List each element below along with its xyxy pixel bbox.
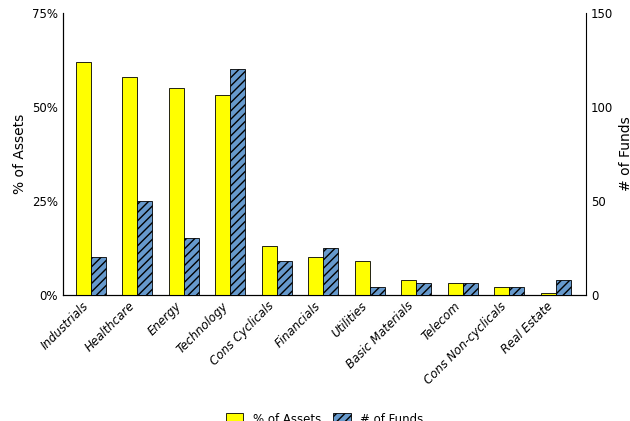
- Bar: [91, 257, 106, 295]
- Y-axis label: % of Assets: % of Assets: [13, 114, 26, 194]
- Bar: [262, 246, 277, 295]
- Bar: [277, 261, 292, 295]
- Bar: [137, 201, 152, 295]
- Bar: [370, 287, 385, 295]
- Bar: [448, 283, 462, 295]
- Bar: [556, 280, 571, 295]
- Bar: [184, 238, 198, 295]
- Bar: [323, 248, 338, 295]
- Bar: [541, 293, 556, 295]
- Bar: [309, 257, 323, 295]
- Bar: [76, 61, 91, 295]
- Bar: [215, 96, 231, 295]
- Bar: [495, 287, 509, 295]
- Bar: [355, 261, 370, 295]
- Y-axis label: # of Funds: # of Funds: [619, 116, 630, 191]
- Bar: [169, 88, 184, 295]
- Bar: [401, 280, 416, 295]
- Bar: [462, 283, 478, 295]
- Bar: [231, 69, 245, 295]
- Legend: % of Assets, # of Funds: % of Assets, # of Funds: [221, 408, 428, 421]
- Bar: [122, 77, 137, 295]
- Bar: [509, 287, 524, 295]
- Bar: [416, 283, 431, 295]
